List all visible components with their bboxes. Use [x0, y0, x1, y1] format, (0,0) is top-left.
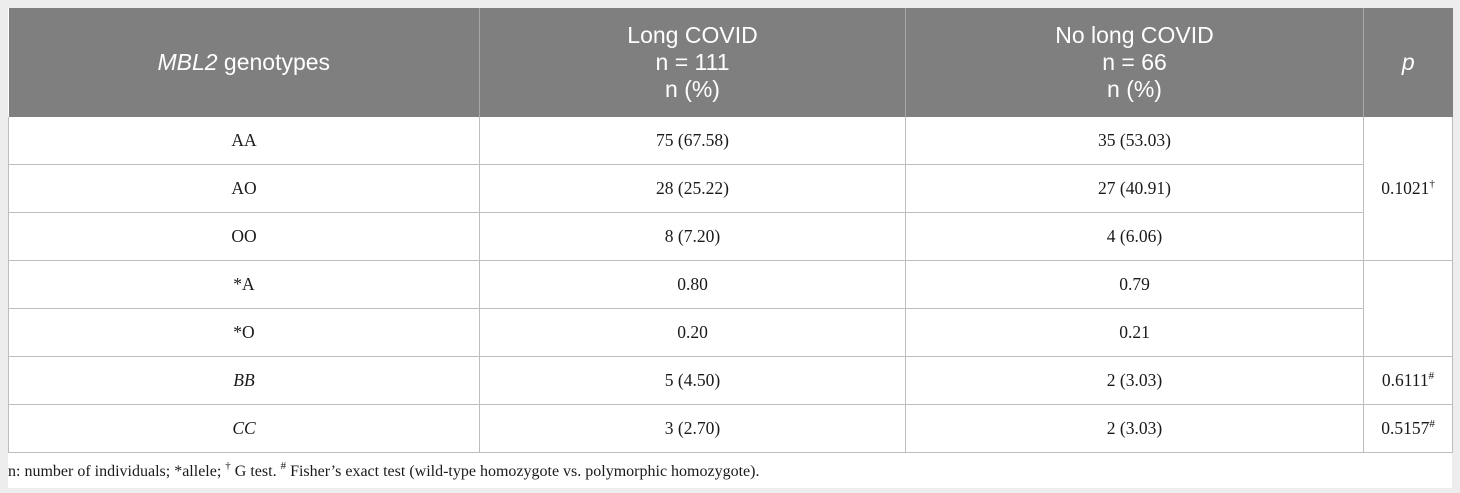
header-no-long-covid-unit: n (%) [1107, 76, 1162, 102]
cell-long-covid: 75 (67.58) [479, 117, 906, 165]
header-long-covid-title: Long COVID [627, 22, 758, 48]
cell-no-long-covid: 27 (40.91) [905, 164, 1364, 213]
header-gene-name: MBL2 [157, 49, 218, 75]
p-value-mark: † [1429, 178, 1435, 190]
cell-genotype: *A [8, 260, 480, 309]
cell-no-long-covid: 0.21 [905, 308, 1364, 357]
table-row: AA 75 (67.58) 35 (53.03) 0.1021† [8, 117, 1453, 261]
cell-long-covid: 3 (2.70) [479, 404, 906, 453]
header-p-label: p [1401, 49, 1415, 75]
p-value-text: 0.5157 [1381, 418, 1430, 438]
cell-genotype: *O [8, 308, 480, 357]
cell-no-long-covid: 2 (3.03) [905, 404, 1364, 453]
footnote-hash: # [280, 460, 287, 472]
footnote-text-1: n: number of individuals; *allele; [8, 463, 226, 480]
cell-genotype: OO [8, 212, 480, 261]
header-no-long-covid-title: No long COVID [1055, 22, 1214, 48]
cell-no-long-covid: 2 (3.03) [905, 356, 1364, 405]
header-genotypes: MBL2 genotypes [8, 8, 480, 117]
footnote-text-2: G test. [230, 463, 281, 480]
table-row: OO 8 (7.20) 4 (6.06) [8, 212, 1453, 261]
table-row: AO 28 (25.22) 27 (40.91) [8, 164, 1453, 213]
table-row: BB 5 (4.50) 2 (3.03) 0.6111# [8, 356, 1453, 405]
cell-p-value: 0.6111# [1363, 356, 1453, 405]
cell-p-value: 0.1021† [1363, 117, 1453, 261]
header-long-covid-unit: n (%) [665, 76, 720, 102]
table-row: CC 3 (2.70) 2 (3.03) 0.5157# [8, 404, 1453, 453]
cell-genotype: BB [8, 356, 480, 405]
p-value-text: 0.6111 [1381, 370, 1429, 390]
footnote-dagger: † [225, 460, 231, 472]
cell-long-covid: 0.20 [479, 308, 906, 357]
footnote-text-3: Fisher’s exact test (wild-type homozygot… [286, 463, 760, 480]
header-genotypes-label: genotypes [217, 49, 331, 75]
cell-p-value-empty [1363, 308, 1453, 357]
cell-no-long-covid: 35 (53.03) [905, 117, 1364, 165]
header-row: MBL2 genotypes Long COVID n = 111 n (%) … [8, 8, 1453, 117]
cell-p-value: 0.5157# [1363, 404, 1453, 453]
table-row: *A 0.80 0.79 [8, 260, 1453, 309]
table-row: *O 0.20 0.21 [8, 308, 1453, 357]
header-p: p [1363, 8, 1453, 117]
p-value-mark: # [1428, 370, 1435, 382]
header-no-long-covid-n: n = 66 [1102, 49, 1167, 75]
cell-no-long-covid: 4 (6.06) [905, 212, 1364, 261]
cell-long-covid: 8 (7.20) [479, 212, 906, 261]
header-long-covid: Long COVID n = 111 n (%) [479, 8, 906, 117]
cell-genotype: AO [8, 164, 480, 213]
header-no-long-covid: No long COVID n = 66 n (%) [905, 8, 1364, 117]
cell-no-long-covid: 0.79 [905, 260, 1364, 309]
p-value-mark: # [1429, 418, 1435, 430]
table-footnote: n: number of individuals; *allele; † G t… [8, 453, 1452, 482]
genotype-table: MBL2 genotypes Long COVID n = 111 n (%) … [8, 8, 1453, 453]
cell-long-covid: 28 (25.22) [479, 164, 906, 213]
table-frame: MBL2 genotypes Long COVID n = 111 n (%) … [8, 8, 1453, 488]
header-long-covid-n: n = 111 [655, 49, 730, 75]
cell-long-covid: 0.80 [479, 260, 906, 309]
cell-p-value-empty [1363, 260, 1453, 309]
cell-genotype: AA [8, 117, 480, 165]
cell-genotype: CC [8, 404, 480, 453]
p-value-text: 0.1021 [1381, 178, 1430, 198]
cell-long-covid: 5 (4.50) [479, 356, 906, 405]
